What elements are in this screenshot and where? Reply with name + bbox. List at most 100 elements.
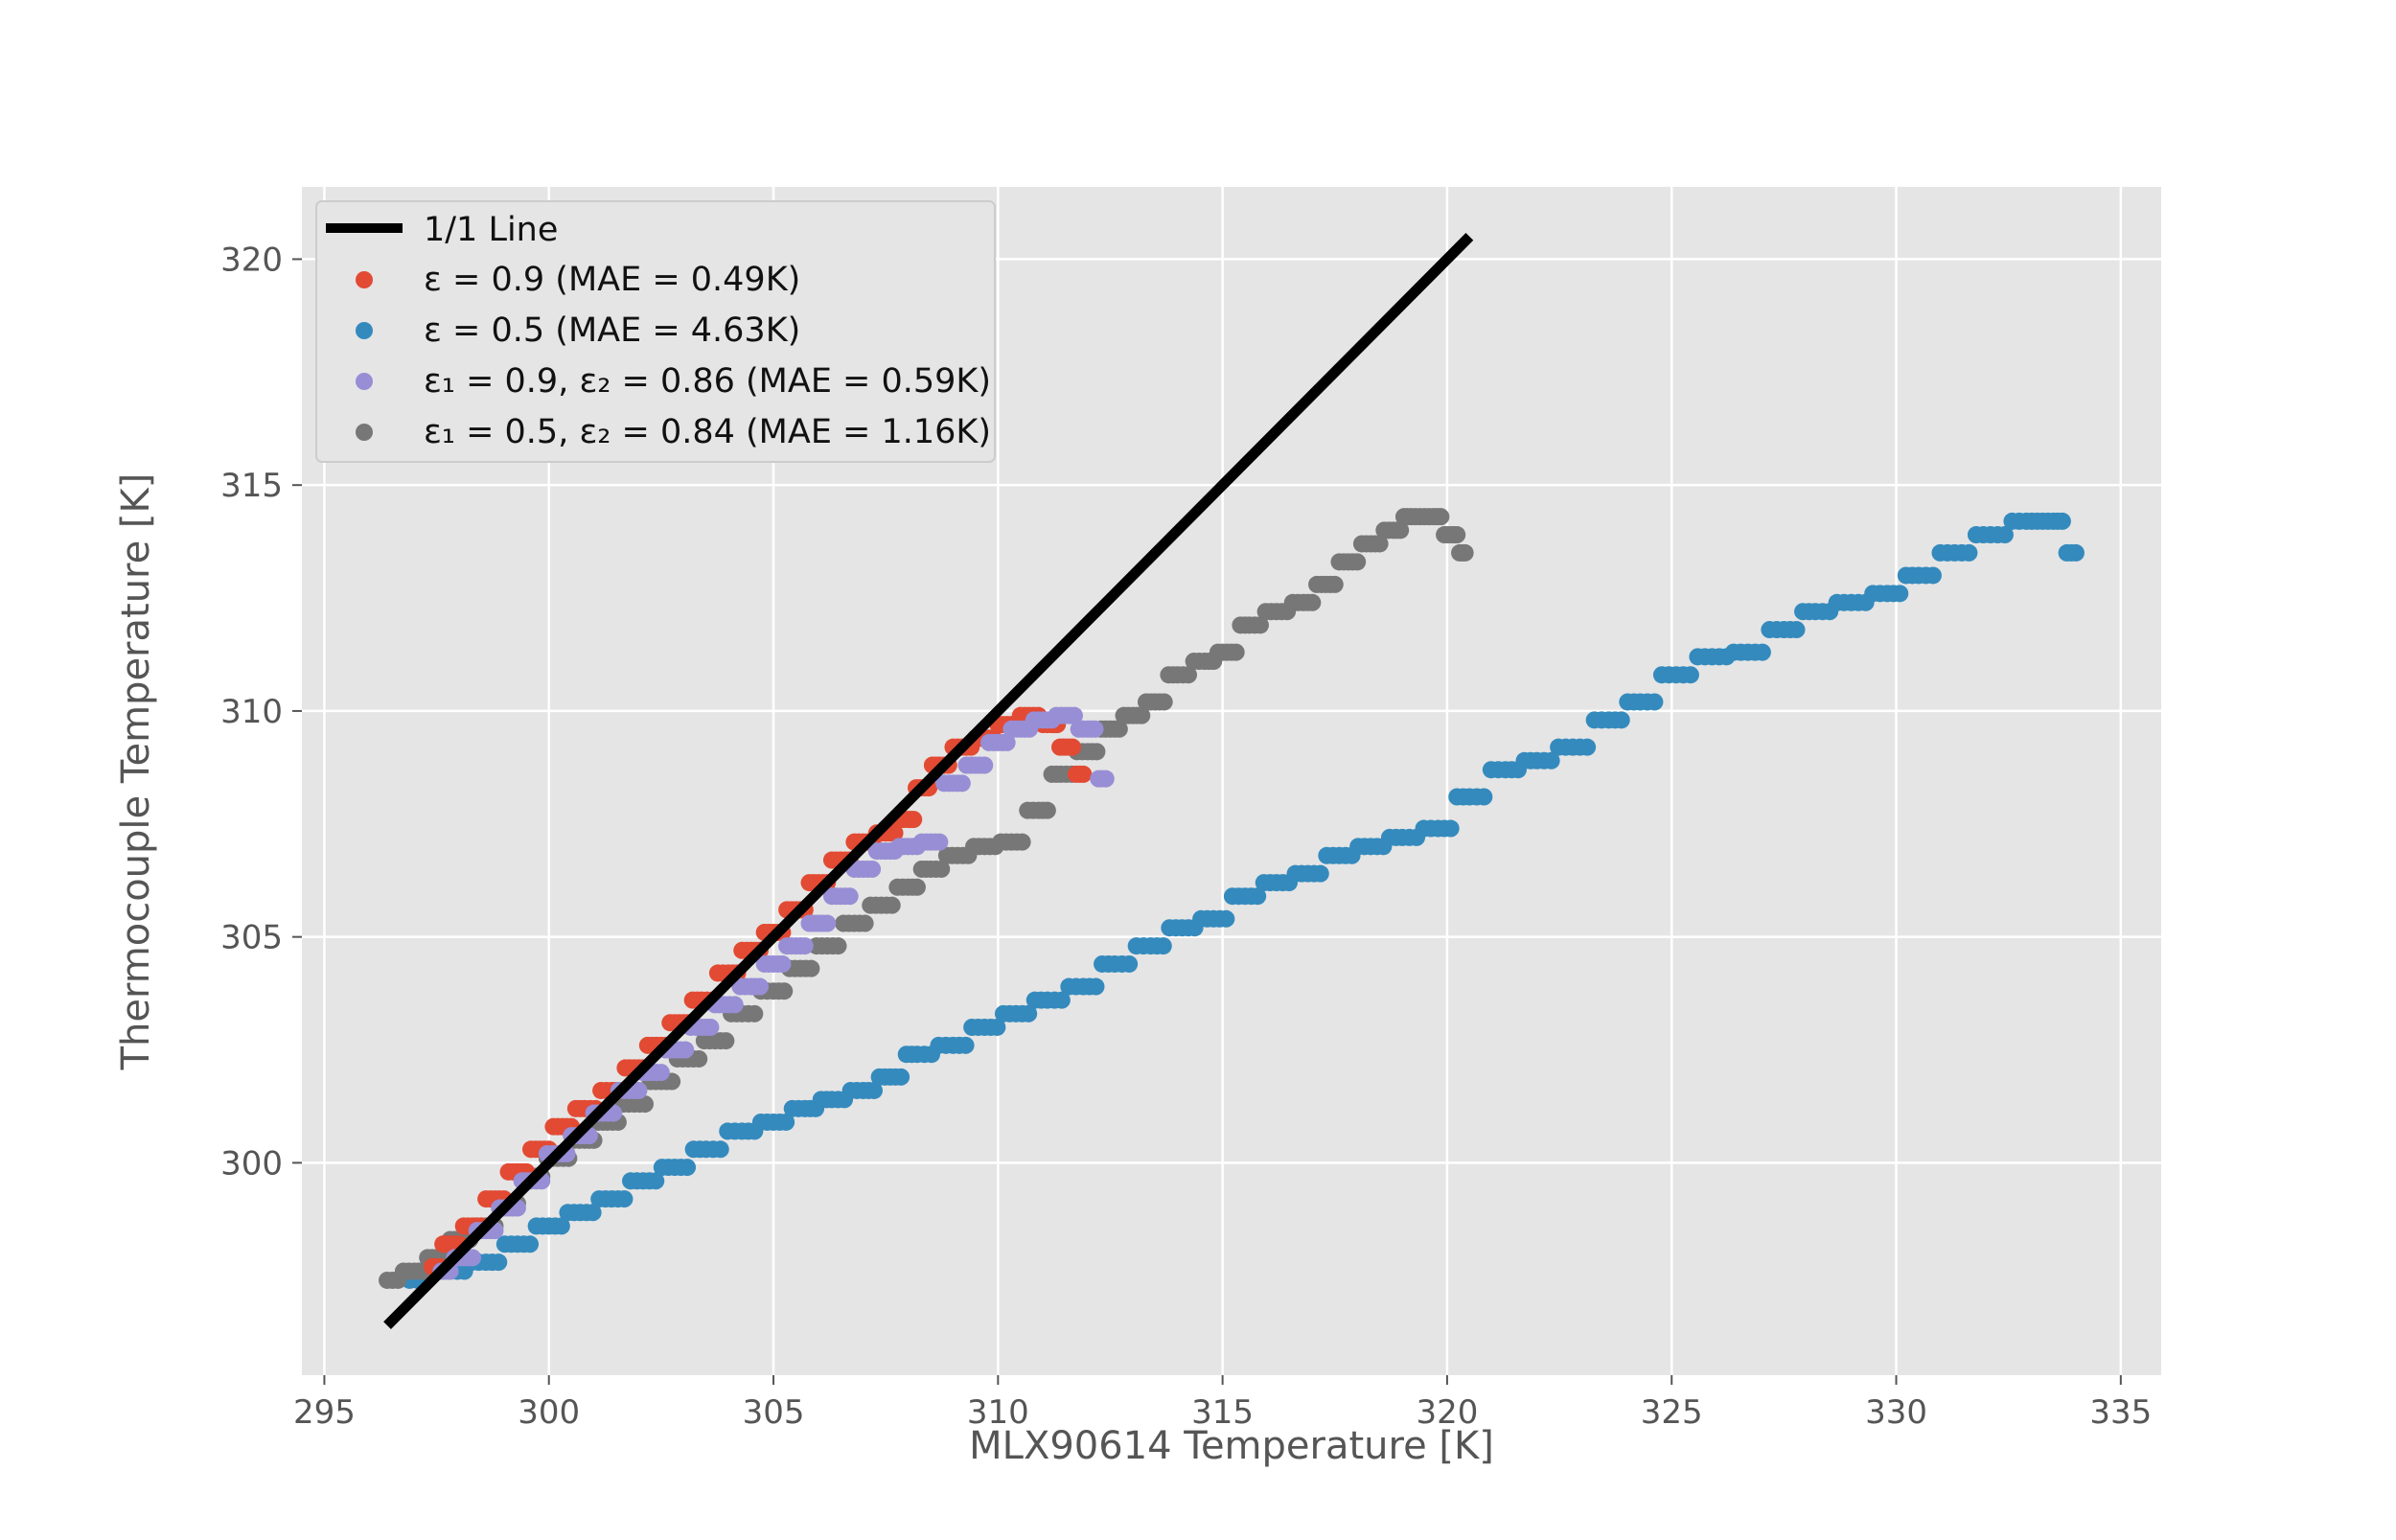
data-point-fill (1753, 643, 1771, 661)
data-point-fill (1441, 819, 1460, 838)
data-point-fill (630, 1081, 648, 1099)
data-point-fill (746, 1004, 764, 1023)
x-tick-label: 335 (2089, 1393, 2152, 1432)
data-point-fill (750, 977, 769, 996)
x-tick-label: 330 (1865, 1393, 1927, 1432)
data-point-fill (711, 1140, 729, 1159)
data-point-fill (864, 860, 882, 878)
data-point-fill (864, 1081, 883, 1099)
data-point-fill (892, 1068, 910, 1086)
x-tick-label: 315 (1191, 1393, 1254, 1432)
data-point-fill (1038, 801, 1056, 819)
data-point-fill (1924, 566, 1942, 585)
data-point-fill (1013, 833, 1031, 851)
data-point-fill (931, 833, 949, 851)
x-tick-label: 310 (967, 1393, 1029, 1432)
data-point-fill (953, 774, 971, 793)
data-point-fill (1348, 553, 1367, 571)
legend-label-unity: 1/1 Line (424, 211, 558, 249)
legend-label-eps09: ε = 0.9 (MAE = 0.49K) (424, 261, 800, 299)
data-point-fill (1995, 526, 2014, 544)
legend-label-eps05: ε = 0.5 (MAE = 4.63K) (424, 311, 800, 350)
data-point-fill (690, 1049, 708, 1068)
data-point-fill (1960, 543, 1978, 562)
data-point-fill (677, 1041, 695, 1059)
legend-marker-eps09-086 (356, 373, 373, 390)
data-point (2066, 543, 2085, 562)
legend-box (315, 200, 996, 463)
data-point-fill (615, 1190, 634, 1208)
x-tick-label: 320 (1416, 1393, 1478, 1432)
data-point-fill (1325, 575, 1344, 593)
data-point-fill (584, 1204, 602, 1222)
data-point-fill (2053, 512, 2071, 530)
data-point-fill (773, 954, 792, 973)
data-point-fill (886, 824, 904, 842)
legend-label-eps09-086: ε₁ = 0.9, ε₂ = 0.86 (MAE = 0.59K) (424, 362, 991, 401)
data-point-fill (1787, 621, 1806, 639)
data-point-fill (908, 878, 926, 896)
data-point-fill (818, 914, 837, 932)
data-point-fill (1578, 738, 1597, 756)
x-tick-label: 300 (518, 1393, 580, 1432)
data-point-fill (933, 860, 951, 878)
data-point-fill (1020, 1004, 1038, 1023)
data-point-fill (1064, 738, 1082, 756)
legend-marker-eps05-084 (356, 424, 373, 441)
data-point-fill (1110, 720, 1128, 738)
data-point-fill (1392, 521, 1410, 540)
x-axis-ticks: 295 300 305 310 315 320 325 330 335 (293, 1375, 2152, 1432)
y-tick-label: 315 (220, 467, 283, 505)
data-point-fill (988, 1018, 1006, 1036)
x-axis-label: MLX90614 Temperature [K] (969, 1424, 1494, 1468)
data-point-fill (1371, 535, 1389, 553)
data-point-fill (1251, 616, 1269, 634)
y-tick-label: 310 (220, 693, 283, 731)
data-point-fill (1448, 526, 1466, 544)
data-point-fill (1180, 666, 1198, 684)
data-point-fill (829, 937, 847, 955)
x-tick-label: 295 (293, 1393, 356, 1432)
data-point-fill (777, 1113, 795, 1131)
data-point-fill (679, 1159, 697, 1177)
data-point-fill (490, 1253, 508, 1272)
data-point-fill (802, 959, 820, 977)
data-point-fill (1681, 666, 1699, 684)
y-tick-label: 320 (220, 241, 283, 279)
data-point (1096, 770, 1115, 788)
data-point-fill (1475, 788, 1493, 806)
data-point-fill (1891, 585, 1909, 603)
data-point-fill (1052, 991, 1071, 1009)
data-point-fill (552, 1217, 570, 1235)
data-point-fill (956, 1036, 975, 1054)
data-point-fill (883, 896, 901, 914)
y-tick-label: 300 (220, 1144, 283, 1183)
data-point-fill (1065, 706, 1083, 724)
data-point-fill (702, 1018, 720, 1036)
data-point-fill (1311, 864, 1329, 883)
data-point-fill (726, 996, 744, 1014)
data-point-fill (1154, 937, 1172, 955)
y-axis-ticks: 300 305 310 315 320 (220, 241, 302, 1183)
data-point-fill (905, 811, 923, 829)
x-tick-label: 325 (1641, 1393, 1703, 1432)
data-point-fill (841, 887, 859, 906)
data-point-fill (795, 937, 814, 955)
data-point (1456, 543, 1474, 562)
y-axis-label: Thermocouple Temperature [K] (114, 473, 158, 1071)
data-point-fill (1088, 743, 1106, 761)
x-tick-label: 305 (743, 1393, 805, 1432)
legend-marker-eps05 (356, 322, 373, 339)
data-point-fill (652, 1064, 670, 1082)
data-point-fill (1087, 977, 1105, 996)
data-point-fill (1133, 706, 1151, 724)
data-point-fill (636, 1095, 655, 1114)
data-point-fill (775, 982, 794, 1000)
data-point-fill (1542, 751, 1560, 770)
y-tick-label: 305 (220, 919, 283, 957)
data-point-fill (976, 756, 994, 774)
scatter-series (379, 508, 2085, 1289)
data-point-fill (856, 914, 874, 932)
data-point-fill (717, 1032, 735, 1050)
